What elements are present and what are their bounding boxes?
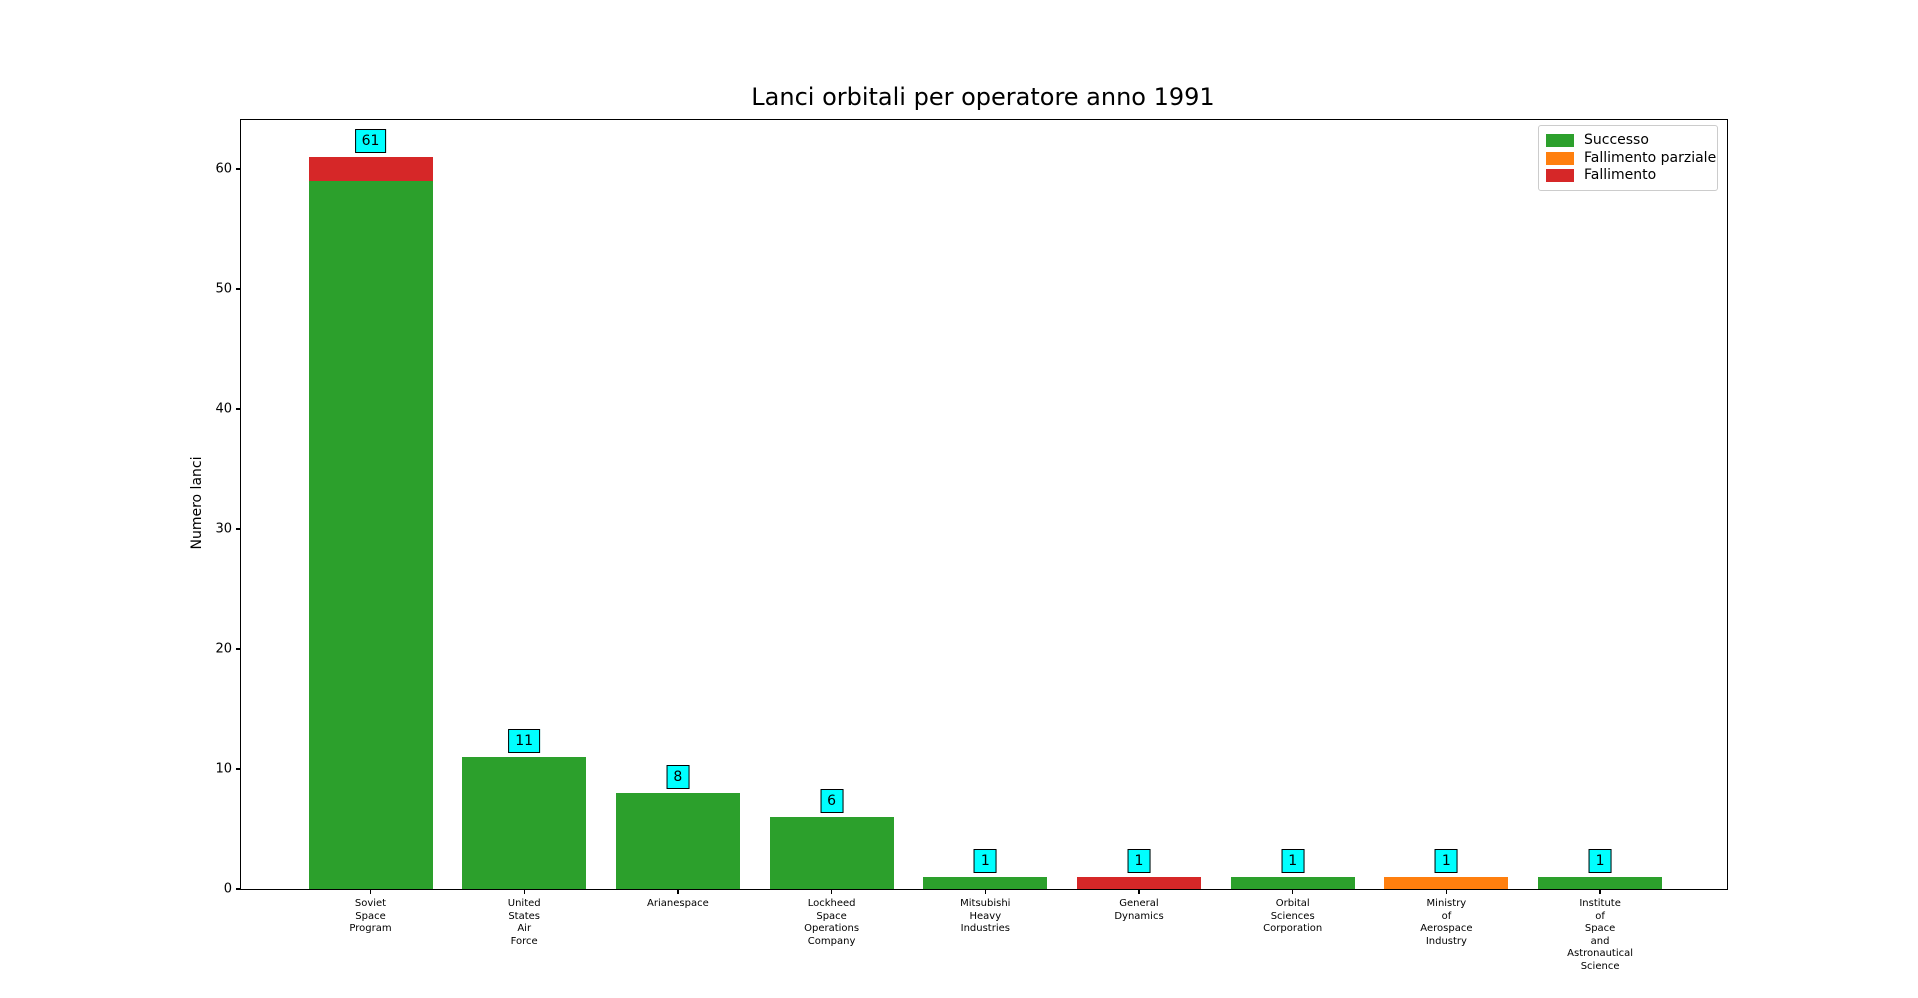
x-tick-mark bbox=[830, 889, 833, 894]
bar-segment-successo bbox=[462, 757, 587, 889]
bar-annotation: 1 bbox=[973, 849, 997, 874]
bar-annotation: 1 bbox=[1434, 849, 1458, 874]
x-tick-mark bbox=[523, 889, 525, 894]
x-tick-label: Orbital Sciences Corporation bbox=[1263, 898, 1323, 934]
legend-swatch bbox=[1546, 151, 1574, 165]
bar-annotation: 8 bbox=[666, 765, 690, 790]
bar-segment-fallimento bbox=[308, 157, 433, 182]
x-tick-mark bbox=[984, 889, 986, 894]
y-tick-label: 10 bbox=[215, 761, 232, 777]
bar-segment-successo bbox=[923, 877, 1048, 889]
legend-label: Fallimento parziale bbox=[1584, 149, 1717, 166]
x-tick-label: United States Air Force bbox=[507, 898, 541, 947]
x-tick-label: Ministry of Aerospace Industry bbox=[1420, 898, 1473, 947]
legend-item: Successo bbox=[1546, 132, 1709, 149]
bar-annotation: 11 bbox=[508, 729, 541, 754]
y-tick-mark bbox=[236, 288, 241, 290]
plot-area: 0 10 20 30 40 50 60 61 Soviet Space Program 11 Uni… bbox=[215, 119, 1728, 972]
bar-segment-fallimento-parziale bbox=[1384, 877, 1509, 889]
x-tick-mark bbox=[1138, 889, 1140, 894]
legend-item: Fallimento parziale bbox=[1546, 150, 1716, 167]
x-tick-label: Soviet Space Program bbox=[349, 898, 392, 934]
y-tick-label: 0 bbox=[223, 881, 232, 897]
legend-swatch bbox=[1546, 169, 1574, 182]
x-tick-mark bbox=[369, 889, 372, 894]
x-tick-label: Arianespace bbox=[647, 898, 709, 909]
bar-annotation: 1 bbox=[1127, 849, 1151, 874]
bar-annotation: 1 bbox=[1588, 849, 1612, 874]
y-tick-mark bbox=[236, 768, 241, 770]
y-tick-mark bbox=[236, 408, 241, 410]
legend-label: Successo bbox=[1584, 132, 1649, 148]
bar-annotation: 61 bbox=[354, 129, 387, 154]
bar-segment-successo bbox=[769, 817, 894, 889]
y-tick-label: 60 bbox=[215, 161, 232, 177]
x-tick-label: Mitsubishi Heavy Industries bbox=[960, 898, 1011, 934]
legend: Successo Fallimento parziale Fallimento bbox=[1538, 125, 1718, 191]
y-tick-mark bbox=[236, 888, 241, 890]
bar-segment-fallimento bbox=[1077, 877, 1201, 889]
x-tick-label: Institute of Space and Astronautical Sci… bbox=[1567, 898, 1634, 972]
x-tick-label: Lockheed Space Operations Company bbox=[804, 898, 860, 947]
y-tick-label: 50 bbox=[215, 281, 232, 297]
y-tick-label: 20 bbox=[215, 641, 232, 657]
legend-item: Fallimento bbox=[1546, 167, 1709, 184]
y-tick-mark bbox=[236, 528, 241, 530]
bar-annotation: 1 bbox=[1281, 849, 1305, 874]
bar-annotation: 6 bbox=[820, 789, 844, 814]
x-tick-mark bbox=[1599, 889, 1601, 894]
bar-segment-successo bbox=[1538, 877, 1663, 889]
x-tick-mark bbox=[677, 889, 679, 894]
y-tick-mark bbox=[236, 648, 241, 650]
chart-title: Lanci orbitali per operatore anno 1991 bbox=[751, 83, 1215, 111]
x-tick-mark bbox=[1292, 889, 1294, 894]
y-axis-label: Numero lanci bbox=[189, 456, 205, 550]
legend-label: Fallimento bbox=[1584, 167, 1657, 183]
x-tick-label: General Dynamics bbox=[1114, 898, 1164, 922]
bar-segment-successo bbox=[1230, 877, 1355, 889]
legend-swatch bbox=[1546, 134, 1574, 147]
x-tick-mark bbox=[1445, 889, 1448, 894]
bar-segment-successo bbox=[308, 181, 433, 889]
y-tick-mark bbox=[236, 168, 241, 170]
bar-segment-successo bbox=[615, 793, 740, 889]
y-tick-label: 30 bbox=[215, 521, 232, 537]
y-tick-label: 40 bbox=[215, 401, 232, 417]
